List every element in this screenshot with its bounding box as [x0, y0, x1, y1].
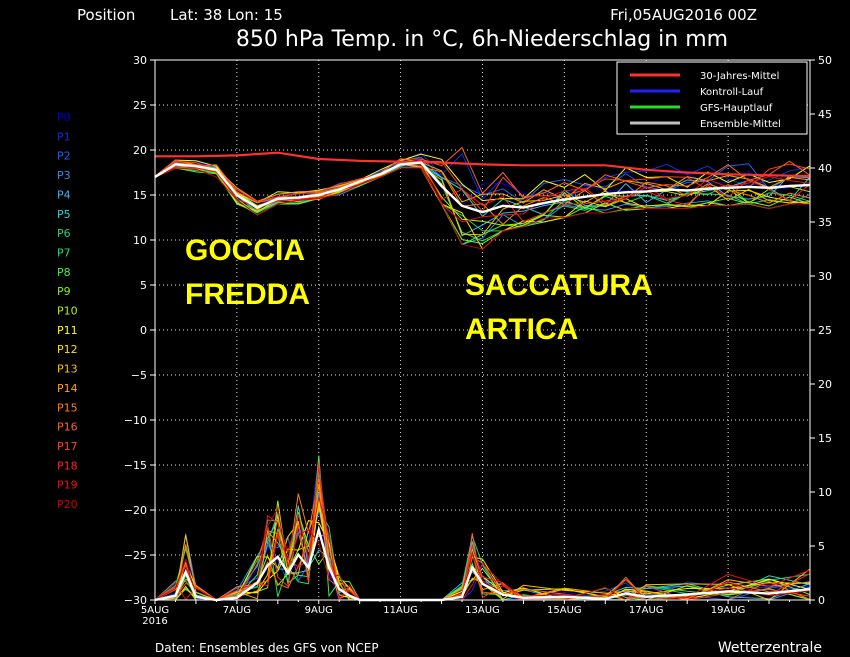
- x-tick-label: 7AUG: [223, 605, 251, 616]
- member-temp-line: [154, 167, 810, 250]
- x-tick-label: 17AUG: [629, 605, 664, 616]
- x-tick-label: 13AUG: [465, 605, 500, 616]
- member-label: P11: [57, 324, 78, 337]
- y-left-tick-label: 30: [133, 54, 147, 67]
- member-label: P14: [57, 382, 78, 395]
- y-left-tick-label: 5: [140, 279, 147, 292]
- annotation-text: SACCATURA: [465, 269, 653, 302]
- x-tick-label: 15AUG: [547, 605, 582, 616]
- annotations: GOCCIA FREDDA SACCATURA ARTICA: [185, 234, 653, 346]
- y-left-tick-label: −15: [124, 459, 147, 472]
- x-year-label: 2016: [142, 616, 167, 627]
- y-left-tick-label: 20: [133, 144, 147, 157]
- y-right-tick-label: 5: [818, 540, 825, 553]
- location-label: Lat: 38 Lon: 15: [170, 6, 283, 24]
- ensemble-mean-temp-line: [154, 161, 811, 214]
- member-label: P20: [57, 498, 78, 511]
- y-right-tick-label: 45: [818, 108, 832, 121]
- annotation-text: FREDDA: [185, 278, 310, 311]
- y-right-tick-label: 15: [818, 432, 832, 445]
- y-right-tick-label: 25: [818, 324, 832, 337]
- y-left-tick-label: −25: [124, 549, 147, 562]
- member-precip-line: [154, 455, 811, 601]
- member-label: P4: [57, 188, 71, 201]
- y-left-tick-label: 15: [133, 189, 147, 202]
- y-left-tick-label: −30: [124, 594, 147, 607]
- y-right-tick-label: 40: [818, 162, 832, 175]
- member-label: P5: [57, 208, 71, 221]
- member-precip-line: [154, 484, 811, 601]
- member-label: P16: [57, 421, 78, 434]
- axes: 302520151050−5−10−15−20−25−3050454035302…: [124, 54, 832, 627]
- member-label: P6: [57, 227, 71, 240]
- y-left-tick-label: −10: [124, 414, 147, 427]
- y-right-tick-label: 50: [818, 54, 832, 67]
- y-right-tick-label: 35: [818, 216, 832, 229]
- y-right-tick-label: 10: [818, 486, 832, 499]
- member-label: P13: [57, 363, 78, 376]
- x-tick-label: 9AUG: [305, 605, 333, 616]
- legend-entry-label: 30-Jahres-Mittel: [700, 71, 779, 82]
- member-label: P18: [57, 459, 78, 472]
- annotation-text: GOCCIA: [185, 234, 305, 267]
- x-tick-label: 5AUG: [141, 605, 169, 616]
- member-label: P15: [57, 401, 78, 414]
- x-tick-label: 19AUG: [711, 605, 746, 616]
- member-label: P3: [57, 169, 71, 182]
- annotation-text: ARTICA: [465, 313, 578, 346]
- member-label: P7: [57, 246, 71, 259]
- run-time-label: Fri,05AUG2016 00Z: [610, 6, 757, 24]
- y-left-tick-label: −5: [131, 369, 147, 382]
- legend-entry-label: Kontroll-Lauf: [700, 87, 764, 98]
- climatology-line: [155, 151, 811, 178]
- ensemble-mean-precip-line: [154, 525, 811, 602]
- y-right-tick-label: 20: [818, 378, 832, 391]
- y-left-tick-label: 25: [133, 99, 147, 112]
- legend-entry-label: Ensemble-Mittel: [700, 119, 781, 130]
- member-list: P0 P1 P2 P3 P4 P5 P6 P7 P8 P9 P10 P11 P12 P13 P14 P15 P1…: [57, 111, 78, 511]
- member-label: P12: [57, 343, 78, 356]
- brand-label: Wetterzentrale: [718, 640, 822, 656]
- legend-entry-label: GFS-Hauptlauf: [700, 103, 773, 114]
- member-label: P10: [57, 305, 78, 318]
- member-label: P2: [57, 150, 71, 163]
- member-label: P1: [57, 130, 71, 143]
- member-temp-line: [154, 146, 811, 204]
- member-label: P0: [57, 111, 71, 124]
- legend: 30-Jahres-Mittel Kontroll-Lauf GFS-Hauptla…: [616, 61, 808, 135]
- y-left-tick-label: 10: [133, 234, 147, 247]
- y-left-tick-label: 0: [140, 324, 147, 337]
- position-label: Position: [77, 6, 135, 24]
- chart-title: 850 hPa Temp. in °C, 6h-Niederschlag in …: [236, 27, 728, 52]
- member-label: P19: [57, 479, 78, 492]
- y-left-tick-label: −20: [124, 504, 147, 517]
- x-tick-label: 11AUG: [383, 605, 418, 616]
- member-label: P9: [57, 285, 71, 298]
- y-right-tick-label: 30: [818, 270, 832, 283]
- y-right-tick-label: 0: [818, 594, 825, 607]
- member-label: P17: [57, 440, 78, 453]
- member-label: P8: [57, 266, 71, 279]
- data-source-label: Daten: Ensembles des GFS von NCEP: [155, 641, 379, 655]
